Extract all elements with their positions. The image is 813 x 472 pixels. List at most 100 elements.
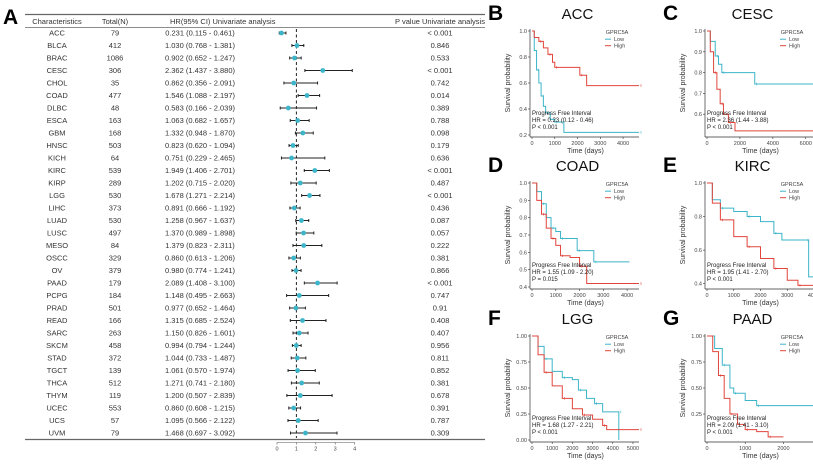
survival-curve-low — [707, 335, 813, 407]
table-row: UCS 57 1.095 (0.566 - 2.122) 0.787 — [49, 416, 449, 425]
km-panel-coad: D COAD 0.4 0.5 0.6 0.7 0.8 0.9 1.0 0 1000 2000 3000 4… — [488, 154, 642, 307]
hr-point — [297, 393, 303, 398]
hr-point — [303, 430, 308, 436]
hr-point — [301, 230, 306, 236]
hr-ci: 1.061 (0.570 - 1.974) — [165, 366, 236, 375]
column-header: Characteristics — [32, 17, 82, 26]
y-tick-label: 0.6 — [694, 248, 702, 254]
panel-letter: G — [663, 307, 679, 330]
total-n: 530 — [109, 216, 122, 225]
hr-point — [291, 80, 297, 86]
y-tick-label: 0.25 — [516, 412, 527, 418]
y-tick-label: 0.6 — [694, 112, 702, 118]
km-annotation: HR = 0.23 (0.12 - 0.46) — [532, 118, 594, 124]
cancer-type: KIRC — [48, 166, 67, 175]
total-n: 139 — [109, 366, 122, 375]
survival-curve-low — [707, 182, 813, 278]
panel-letter: C — [663, 2, 678, 25]
hr-point — [295, 118, 301, 123]
y-axis-label: Survival probability — [505, 53, 512, 112]
total-n: 166 — [109, 316, 122, 325]
table-row: GBM 168 1.332 (0.948 - 1.870) 0.098 — [48, 129, 449, 138]
x-tick-label: 4000 — [621, 293, 633, 299]
chart-title: CESC — [732, 6, 774, 23]
x-tick-label: 0 — [705, 293, 708, 299]
hr-ci: 1.678 (1.271 - 2.214) — [165, 191, 236, 200]
p-value: 0.436 — [431, 204, 450, 213]
x-tick-label: 3000 — [586, 446, 598, 452]
survival-curve-low — [532, 182, 630, 263]
hr-ci: 0.980 (0.774 - 1.241) — [165, 266, 236, 275]
y-tick-label: 0.5 — [519, 268, 527, 274]
km-annotation: Progress Free Interval — [532, 416, 591, 422]
legend-label: High — [614, 349, 625, 355]
column-header: Total(N) — [102, 17, 129, 26]
cancer-type: TGCT — [47, 366, 68, 375]
cancer-type: UVM — [49, 429, 66, 438]
hr-point — [300, 318, 305, 323]
table-row: OSCC 329 0.860 (0.613 - 1.206) 0.381 — [46, 254, 449, 263]
hr-point — [320, 68, 326, 73]
legend-label: Low — [789, 189, 799, 195]
x-tick-label: 1000 — [550, 293, 562, 299]
hr-ci: 0.231 (0.115 - 0.461) — [165, 29, 235, 38]
legend-label: Low — [614, 37, 624, 43]
y-tick-label: 1.00 — [516, 334, 527, 340]
km-annotation: Progress Free Interval — [532, 263, 591, 269]
total-n: 79 — [111, 29, 119, 38]
y-tick-label: 1.0 — [694, 181, 702, 187]
total-n: 372 — [109, 354, 122, 363]
x-tick-label: 4000 — [767, 141, 779, 147]
hr-ci: 1.379 (0.823 - 2.311) — [165, 241, 235, 250]
total-n: 458 — [109, 341, 122, 350]
hr-ci: 1.044 (0.733 - 1.487) — [165, 354, 236, 363]
x-axis-label: Time (days) — [742, 300, 779, 307]
p-value: 0.636 — [431, 154, 450, 163]
hr-ci: 0.902 (0.652 - 1.247) — [165, 54, 236, 63]
y-tick-label: 0.8 — [694, 71, 702, 77]
p-value: 0.309 — [431, 429, 450, 438]
total-n: 84 — [111, 241, 119, 250]
total-n: 163 — [109, 116, 122, 125]
p-value: 0.811 — [431, 354, 449, 363]
legend-title: GPRC5A — [606, 30, 629, 36]
hr-point — [293, 268, 299, 273]
cancer-type: CESC — [47, 66, 68, 75]
legend-title: GPRC5A — [781, 335, 804, 341]
p-value: 0.222 — [431, 241, 450, 250]
x-tick-label: 0 — [705, 446, 708, 452]
legend-label: High — [789, 196, 800, 202]
table-row: CHOL 35 0.862 (0.356 - 2.091) 0.742 — [47, 79, 450, 88]
legend-label: Low — [789, 37, 799, 43]
km-panel-kirc: E KIRC 0.4 0.6 0.8 1.0 0 1000 2000 3000 4000 Time (… — [663, 154, 813, 307]
cancer-type: ACC — [49, 29, 65, 38]
cancer-type: LUSC — [47, 229, 68, 238]
hr-point — [296, 293, 302, 298]
hr-point — [299, 380, 305, 386]
legend-label: Low — [614, 189, 624, 195]
table-row: COAD 477 1.546 (1.088 - 2.197) 0.014 — [46, 91, 449, 100]
km-panel-lgg: F LGG 0.00 0.25 0.50 0.75 1.00 0 1000 2000 3000 400… — [488, 307, 642, 460]
table-row: LUSC 497 1.370 (0.989 - 1.898) 0.057 — [47, 229, 449, 238]
cancer-type: OV — [52, 266, 63, 275]
cancer-type: BLCA — [47, 41, 67, 50]
chart-title: LGG — [562, 311, 594, 328]
p-value: 0.91 — [433, 304, 448, 313]
hr-ci: 1.258 (0.967 - 1.637) — [165, 216, 236, 225]
p-value: 0.852 — [431, 366, 450, 375]
p-value: 0.533 — [431, 54, 450, 63]
cancer-type: GBM — [48, 129, 65, 138]
cancer-type: KIRP — [48, 179, 66, 188]
hr-point — [294, 43, 300, 48]
total-n: 48 — [111, 104, 119, 113]
x-axis-label: Time (days) — [567, 300, 604, 307]
table-row: KIRP 289 1.202 (0.715 - 2.020) 0.487 — [48, 179, 449, 188]
p-value: 0.788 — [431, 116, 450, 125]
total-n: 289 — [109, 179, 122, 188]
km-annotation: Progress Free Interval — [707, 416, 766, 422]
y-tick-label: 0.25 — [691, 412, 702, 418]
legend-label: Low — [789, 342, 799, 348]
x-tick-label: 3 — [334, 447, 337, 453]
